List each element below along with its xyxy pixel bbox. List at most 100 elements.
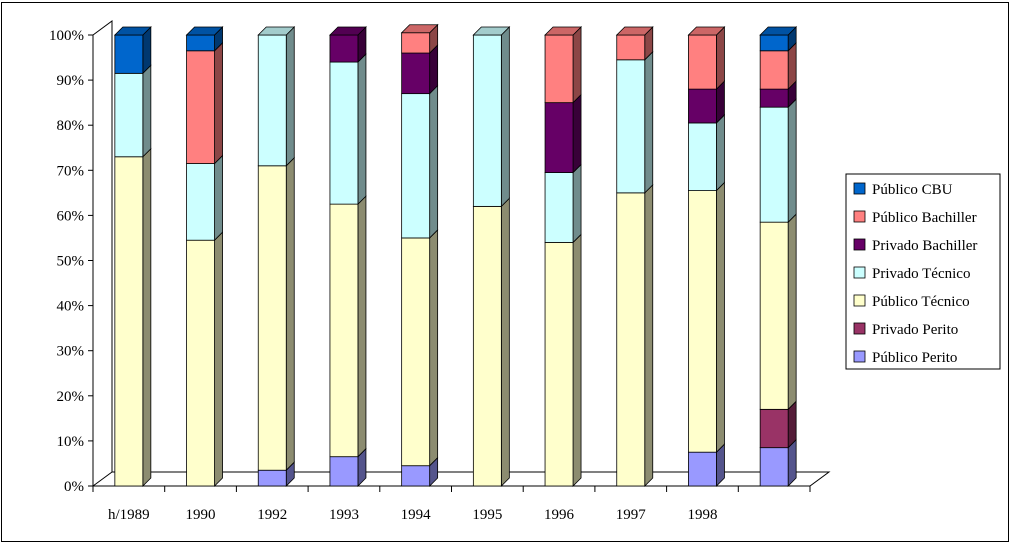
bar-segment — [759, 221, 789, 410]
bar-side — [357, 53, 367, 206]
bar-segment — [401, 465, 431, 487]
y-tick-label: 0% — [64, 479, 84, 495]
bar-top — [257, 26, 296, 36]
bar-segment — [186, 163, 215, 241]
legend-swatch — [853, 322, 866, 335]
x-tick-label: 1998 — [687, 507, 717, 523]
bar-side — [429, 228, 439, 467]
bar-segment — [544, 34, 574, 104]
bar-segment — [401, 93, 431, 239]
bar-segment — [688, 34, 717, 90]
bar-side — [787, 213, 797, 411]
bar-segment — [616, 192, 646, 487]
bar-side — [429, 84, 439, 239]
bar-segment — [186, 34, 215, 52]
legend-swatch — [853, 294, 866, 307]
legend-swatch — [853, 350, 866, 363]
x-tick-label: 1992 — [257, 507, 287, 523]
legend-swatch — [853, 210, 866, 223]
bar-segment — [688, 122, 717, 191]
bar-segment — [401, 32, 431, 54]
bar-side — [142, 64, 152, 158]
bar-segment — [759, 447, 789, 487]
legend-label: Público Perito — [872, 350, 957, 366]
bar-segment — [544, 102, 574, 173]
bar-segment — [329, 34, 359, 63]
bar-segment — [257, 165, 287, 471]
bar-side — [285, 26, 295, 167]
legend-box — [845, 173, 1001, 370]
bar-segment — [759, 88, 789, 108]
bar-segment — [186, 239, 215, 487]
y-tick-label: 10% — [57, 434, 85, 450]
bar-segment — [616, 59, 646, 194]
y-tick-label: 20% — [57, 389, 85, 405]
bar-side — [214, 231, 223, 487]
bar-side — [500, 26, 510, 208]
bar-side — [572, 26, 582, 104]
legend-swatch — [853, 266, 866, 279]
bar-top — [472, 26, 511, 36]
bar-segment — [688, 88, 717, 124]
x-tick-label: 1997 — [616, 507, 647, 523]
bar-segment — [759, 106, 789, 223]
x-tick-label: 1994 — [401, 507, 432, 523]
bar-side — [214, 154, 223, 242]
bar-top — [759, 26, 798, 36]
bar-side — [716, 113, 725, 192]
bar-segment — [401, 237, 431, 467]
bar-segment — [544, 242, 574, 487]
bar-segment — [257, 469, 287, 487]
bar-side — [716, 181, 725, 454]
bar-segment — [759, 34, 789, 52]
bar-side — [357, 195, 367, 458]
bar-top — [400, 24, 439, 34]
y-tick-label: 40% — [57, 299, 85, 315]
legend-label: Público CBU — [872, 182, 953, 198]
bar-side — [787, 98, 797, 224]
legend-swatch — [853, 238, 866, 251]
bar-top — [544, 26, 583, 36]
bar-segment — [544, 172, 574, 243]
y-tick-label: 60% — [57, 208, 85, 224]
legend-label: Público Técnico — [872, 294, 970, 310]
bar-side — [644, 50, 654, 194]
bar-segment — [688, 190, 717, 453]
legend-label: Privado Perito — [872, 322, 958, 338]
x-tick-label: 1993 — [329, 507, 359, 523]
bar-side — [572, 163, 582, 244]
bar-segment — [472, 34, 502, 207]
bar-segment — [401, 52, 431, 95]
bar-segment — [114, 34, 144, 74]
y-tick-label: 70% — [57, 163, 85, 179]
x-tick-label: 1990 — [186, 507, 216, 523]
bar-top — [185, 26, 224, 36]
bar-segment — [329, 61, 359, 205]
bar-side — [716, 26, 725, 91]
bar-side — [214, 41, 223, 165]
y-tick-label: 50% — [57, 254, 85, 270]
bar-side — [285, 156, 295, 472]
bar-segment — [257, 34, 287, 167]
bar-segment — [186, 50, 215, 164]
bar-segment — [759, 408, 789, 449]
bar-segment — [329, 456, 359, 487]
bar-top — [328, 26, 367, 36]
legend-label: Privado Bachiller — [872, 238, 977, 254]
bar-segment — [114, 156, 144, 487]
x-tick-label: 1995 — [472, 507, 502, 523]
bar-side — [572, 233, 582, 487]
bar-segment — [616, 34, 646, 61]
bar-segment — [688, 451, 717, 487]
bar-side — [644, 183, 654, 487]
bar-segment — [759, 50, 789, 90]
bar-top — [113, 26, 152, 36]
y-tick-label: 90% — [57, 73, 85, 89]
bar-top — [615, 26, 654, 36]
x-tick-label: 1996 — [544, 507, 575, 523]
bar-segment — [472, 205, 502, 487]
x-tick-label: h/1989 — [108, 507, 150, 523]
bar-segment — [329, 203, 359, 458]
bar-side — [500, 197, 510, 487]
